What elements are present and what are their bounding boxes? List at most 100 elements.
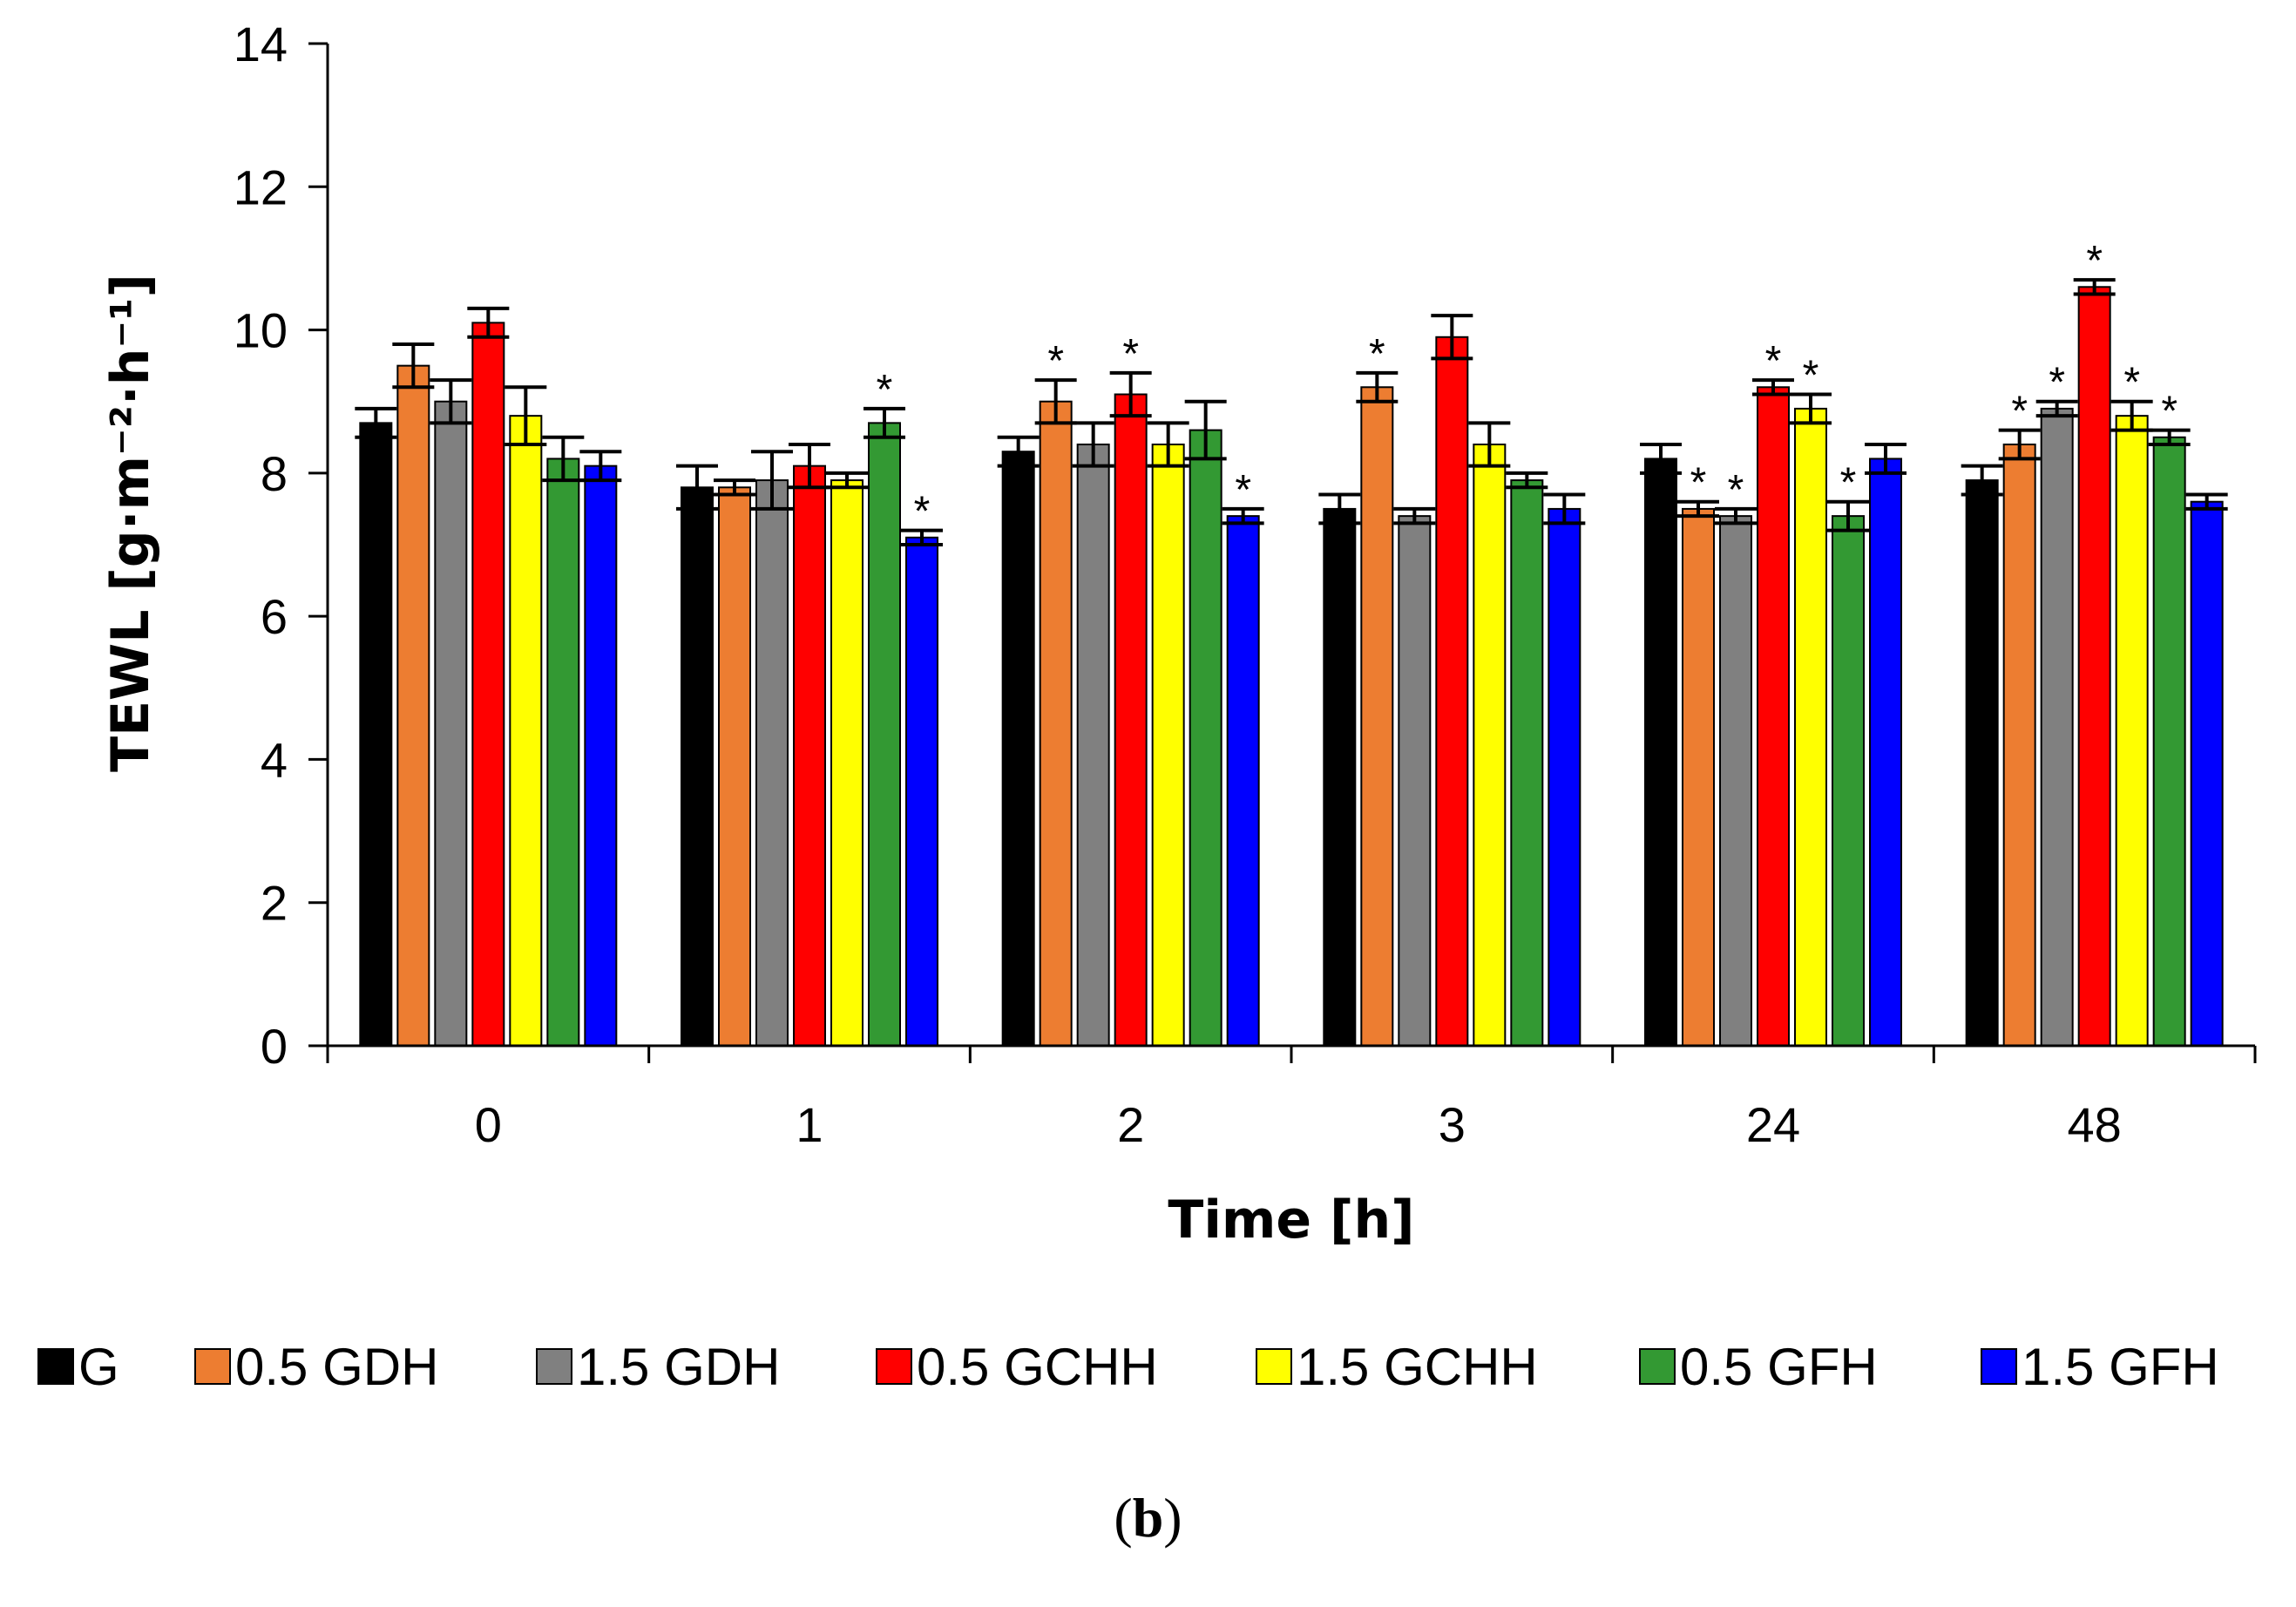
bar-1-5-gfh-t3 [1548,507,1581,1047]
legend-label: 0.5 GFH [1680,1338,1878,1396]
error-bar [2148,428,2191,446]
legend-item-1-5-gfh: 1.5 GFH [1981,1338,2219,1396]
significance-asterisk: * [1122,331,1139,377]
error-bar [864,406,905,439]
error-bars-group [355,278,2228,546]
error-bar [430,378,472,425]
error-bar [1034,378,1077,425]
error-bar [1468,421,1511,468]
significance-asterisk: * [1803,353,1819,399]
bar-0-5-gchh-t1 [793,464,826,1047]
error-bar [826,471,868,490]
error-bar [542,435,585,483]
bar-g-t0 [359,422,393,1048]
legend-swatch [536,1348,572,1385]
legend-item-1-5-gchh: 1.5 GCHH [1256,1338,1538,1396]
bar-0-5-gchh-t2 [1114,393,1148,1047]
error-bar [1827,499,1869,532]
error-bar [1506,471,1548,490]
y-tick-label: 6 [261,589,288,644]
bar-0-5-gchh-t3 [1435,336,1469,1047]
legend-swatch [876,1348,912,1385]
y-tick-label: 0 [261,1019,288,1074]
error-bar [2110,399,2153,432]
y-tick-label: 2 [261,876,288,931]
error-bar [467,306,510,339]
x-tick-label: 3 [1439,1097,1466,1152]
x-tick-label: 2 [1117,1097,1144,1152]
legend-swatch [1256,1348,1292,1385]
legend: G 0.5 GDH 1.5 GDH 0.5 GCHH 1.5 GCHH 0.5 GFH 1.… [37,1338,2219,1396]
y-tick-label: 8 [261,446,288,501]
bar-1-5-gdh-t1 [755,479,789,1047]
error-bar [355,406,397,439]
x-tick-label: 0 [475,1097,502,1152]
bar-1-5-gfh-t0 [584,464,618,1047]
significance-asterisk: * [1840,460,1857,506]
bar-g-t48 [1965,479,1999,1047]
error-bar [1998,428,2041,461]
significance-asterisk: * [2123,360,2140,406]
legend-swatch [1639,1348,1676,1385]
x-tick-label: 48 [2068,1097,2122,1152]
error-bar [1318,492,1361,525]
bar-0-5-gfh-t2 [1189,429,1223,1048]
y-tick-label: 10 [234,303,288,358]
bar-1-5-gfh-t24 [1869,458,1902,1047]
error-bar [2073,278,2116,296]
error-bar [2035,399,2078,418]
bar-0-5-gdh-t1 [718,486,751,1047]
error-bar [1752,378,1794,397]
error-bar [1640,443,1682,475]
x-tick-label: 1 [796,1097,823,1152]
error-bar [751,450,793,511]
error-bar [1677,499,1719,519]
error-bar [392,342,435,390]
bar-1-5-gdh-t48 [2040,407,2074,1047]
y-tick-label: 12 [234,159,288,214]
significance-asterisk: * [877,367,893,413]
error-bar [1109,370,1152,418]
legend-label: 1.5 GDH [577,1338,780,1396]
legend-label: 0.5 GCHH [917,1338,1158,1396]
error-bar [1147,421,1189,468]
bar-0-5-gfh-t24 [1832,515,1865,1047]
legend-swatch [37,1348,74,1385]
panel-label: (b) [1114,1487,1182,1549]
error-bar [1790,392,1832,425]
significance-asterisk: * [2086,238,2103,284]
y-tick-label: 4 [261,732,288,787]
significance-asterisk: * [914,489,931,535]
bar-1-5-gfh-t2 [1226,515,1260,1047]
significance-asterisk: * [2161,389,2177,435]
bar-1-5-gchh-t1 [830,479,864,1047]
legend-label: G [78,1338,119,1396]
y-axis-title: TEWL [g·m⁻²·h⁻¹] [100,274,161,772]
legend-item-1-5-gdh: 1.5 GDH [536,1338,780,1396]
bar-0-5-gdh-t24 [1682,507,1715,1047]
error-bar [676,464,718,511]
bar-1-5-gfh-t1 [905,536,938,1047]
error-bar [1961,464,2003,497]
error-bar [997,435,1040,468]
bar-g-t2 [1001,451,1035,1047]
bar-1-5-gfh-t48 [2190,500,2224,1047]
bar-series-group [359,286,2224,1048]
bar-0-5-gdh-t0 [396,364,430,1047]
bar-1-5-gchh-t24 [1794,407,1827,1047]
legend-item-0-5-gchh: 0.5 GCHH [876,1338,1158,1396]
legend-swatch [194,1348,231,1385]
error-bar [2185,492,2228,511]
bar-1-5-gdh-t3 [1398,515,1432,1047]
significance-asterisk: * [1690,460,1707,506]
legend-label: 0.5 GDH [235,1338,438,1396]
significance-markers: * * * * * * * * * * * * * * * * [877,238,2177,534]
significance-asterisk: * [2011,389,2028,435]
significance-asterisk: * [1765,338,1782,384]
error-bar [1865,443,1907,475]
legend-item-0-5-gfh: 0.5 GFH [1639,1338,1878,1396]
bar-0-5-gdh-t3 [1360,386,1394,1047]
bar-1-5-gchh-t48 [2115,415,2149,1047]
error-bar [1222,506,1264,525]
